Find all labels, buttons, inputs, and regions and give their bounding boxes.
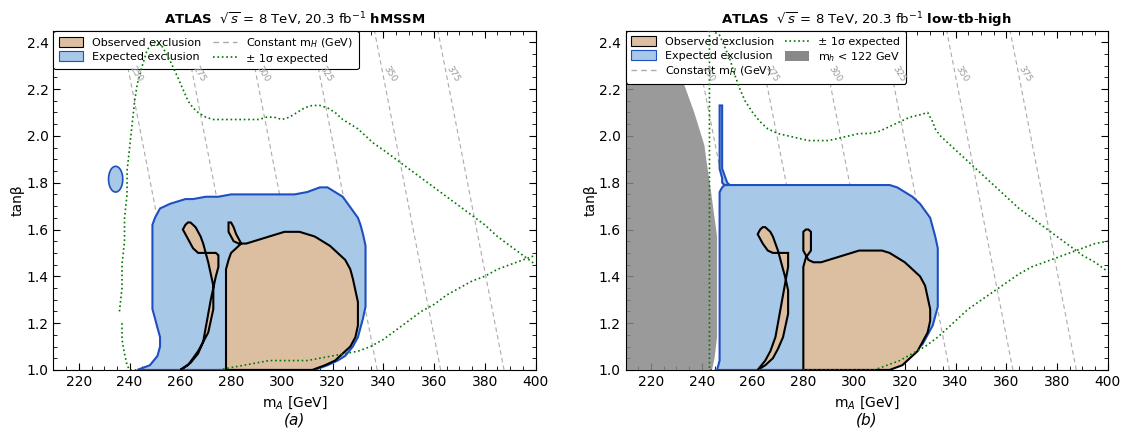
Text: 350: 350 (953, 64, 970, 84)
X-axis label: m$_A$ [GeV]: m$_A$ [GeV] (834, 394, 900, 411)
Text: 375: 375 (445, 64, 462, 84)
Text: (a): (a) (284, 412, 306, 427)
Text: 375: 375 (1017, 64, 1034, 84)
Y-axis label: tanβ: tanβ (583, 184, 598, 216)
Polygon shape (226, 223, 358, 370)
Y-axis label: tanβ: tanβ (11, 184, 25, 216)
Polygon shape (626, 31, 717, 370)
Polygon shape (804, 230, 931, 370)
Text: 300: 300 (255, 64, 272, 84)
Polygon shape (137, 187, 366, 370)
Text: 250: 250 (128, 64, 145, 84)
X-axis label: m$_A$ [GeV]: m$_A$ [GeV] (261, 394, 327, 411)
Polygon shape (109, 166, 122, 192)
Text: 325: 325 (318, 64, 335, 84)
Text: 300: 300 (826, 64, 843, 84)
Polygon shape (757, 227, 788, 370)
Text: 275: 275 (191, 64, 208, 84)
Legend: Observed exclusion, Expected exclusion, Constant m$_H$ (GeV), ± 1σ expected, m$_: Observed exclusion, Expected exclusion, … (626, 31, 907, 84)
Polygon shape (717, 106, 937, 370)
Text: 275: 275 (763, 64, 780, 84)
Text: (b): (b) (856, 412, 877, 427)
Text: 325: 325 (890, 64, 907, 84)
Text: 250: 250 (700, 64, 717, 84)
Title: $\mathbf{ATLAS}$  $\sqrt{s}$ = 8 TeV, 20.3 fb$^{-1}$ $\mathbf{hMSSM}$: $\mathbf{ATLAS}$ $\sqrt{s}$ = 8 TeV, 20.… (164, 11, 426, 28)
Polygon shape (180, 223, 218, 370)
Text: 350: 350 (381, 64, 398, 84)
Legend: Observed exclusion, Expected exclusion, Constant m$_H$ (GeV), ± 1σ expected: Observed exclusion, Expected exclusion, … (53, 31, 359, 69)
Title: $\mathbf{ATLAS}$  $\sqrt{s}$ = 8 TeV, 20.3 fb$^{-1}$ $\mathbf{low\text{-}tb\text: $\mathbf{ATLAS}$ $\sqrt{s}$ = 8 TeV, 20.… (721, 11, 1012, 30)
